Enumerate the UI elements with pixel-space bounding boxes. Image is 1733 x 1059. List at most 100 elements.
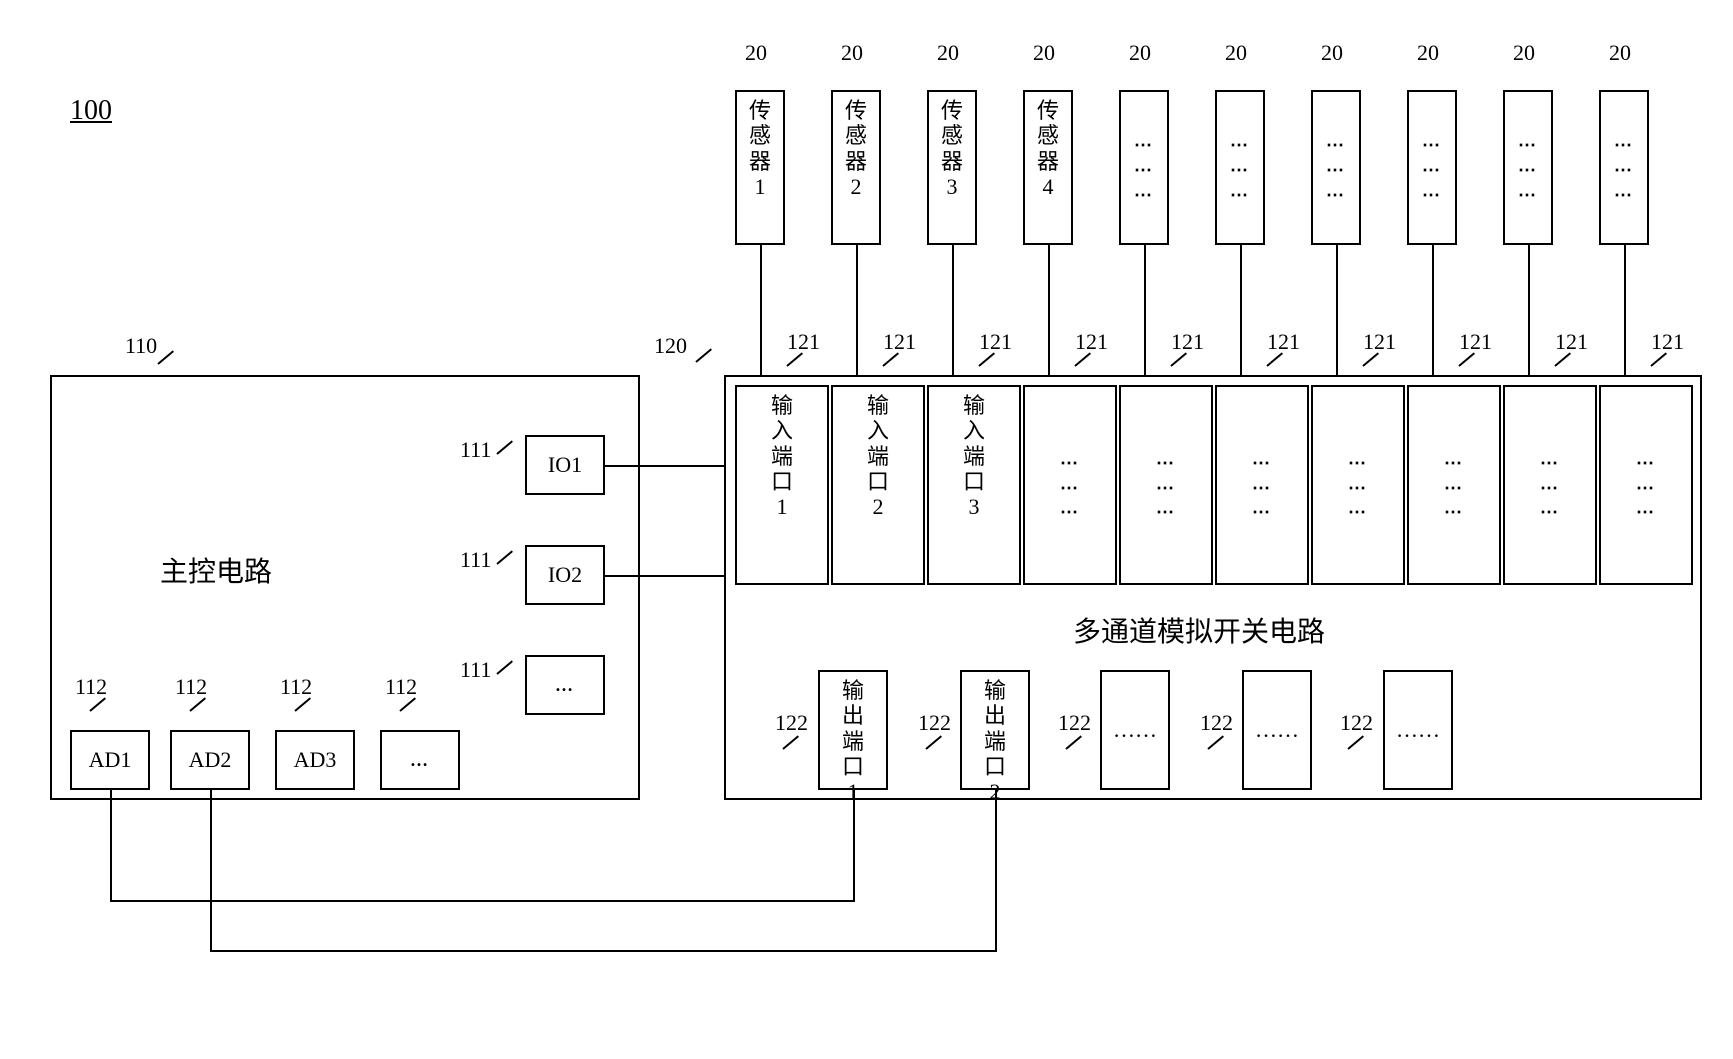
ref-tick	[1363, 355, 1383, 375]
input-port-ref: 121	[1171, 329, 1204, 355]
sensor-ref: 20	[1225, 40, 1247, 66]
wire	[210, 790, 212, 800]
input-port-4: ⋯⋯⋯	[1023, 385, 1117, 585]
switch-ref: 120	[654, 333, 687, 359]
ad-port-3: AD3	[275, 730, 355, 790]
input-port-ref: 121	[1651, 329, 1684, 355]
sensor-label: ⋯⋯⋯	[1505, 92, 1551, 243]
ad-port-1: AD1	[70, 730, 150, 790]
ad-port-label: …	[382, 732, 458, 788]
wire	[210, 950, 997, 952]
ref-tick	[497, 553, 517, 573]
sensor-1: 传感器1	[735, 90, 785, 245]
wire	[605, 575, 724, 577]
output-port-ref: 122	[1340, 710, 1373, 736]
sensor-8: ⋯⋯⋯	[1407, 90, 1457, 245]
wire	[1528, 245, 1530, 375]
ref-tick	[90, 700, 110, 720]
wire	[110, 900, 855, 902]
sensor-label: ⋯⋯⋯	[1217, 92, 1263, 243]
ref-tick	[158, 353, 178, 373]
sensor-4: 传感器4	[1023, 90, 1073, 245]
ref-tick	[497, 443, 517, 463]
input-port-ref: 121	[1363, 329, 1396, 355]
wire	[1144, 245, 1146, 375]
input-port-ref: 121	[979, 329, 1012, 355]
sensor-6: ⋯⋯⋯	[1215, 90, 1265, 245]
ref-tick	[1066, 738, 1086, 758]
ad-port-4: …	[380, 730, 460, 790]
main-controller-ref: 110	[125, 333, 157, 359]
sensor-ref: 20	[1417, 40, 1439, 66]
ad-ref: 112	[175, 674, 207, 700]
wire	[760, 245, 762, 375]
sensor-ref: 20	[1033, 40, 1055, 66]
sensor-label: ⋯⋯⋯	[1409, 92, 1455, 243]
sensor-label: ⋯⋯⋯	[1313, 92, 1359, 243]
input-port-ref: 121	[787, 329, 820, 355]
sensor-label: ⋯⋯⋯	[1121, 92, 1167, 243]
output-port-label: ……	[1102, 672, 1168, 788]
input-port-label: ⋯⋯⋯	[1025, 387, 1115, 583]
sensor-ref: 20	[745, 40, 767, 66]
ref-tick	[295, 700, 315, 720]
io-port-1: IO1	[525, 435, 605, 495]
ad-ref: 112	[75, 674, 107, 700]
input-port-5: ⋯⋯⋯	[1119, 385, 1213, 585]
wire	[1048, 245, 1050, 375]
ref-tick	[883, 355, 903, 375]
ref-tick	[1555, 355, 1575, 375]
sensor-ref: 20	[1609, 40, 1631, 66]
input-port-ref: 121	[1459, 329, 1492, 355]
ad-port-label: AD3	[277, 732, 353, 788]
sensor-5: ⋯⋯⋯	[1119, 90, 1169, 245]
io-port-label: IO1	[527, 437, 603, 493]
input-port-label: 输入端口1	[737, 387, 827, 583]
sensor-label: 传感器1	[737, 92, 783, 243]
input-port-label: ⋯⋯⋯	[1217, 387, 1307, 583]
io-port-label: IO2	[527, 547, 603, 603]
ref-tick	[497, 663, 517, 683]
sensor-ref: 20	[841, 40, 863, 66]
figure-ref: 100	[70, 95, 112, 127]
output-port-ref: 122	[918, 710, 951, 736]
input-port-1: 输入端口1	[735, 385, 829, 585]
sensor-ref: 20	[1321, 40, 1343, 66]
wire	[1624, 245, 1626, 375]
input-port-10: ⋯⋯⋯	[1599, 385, 1693, 585]
sensor-10: ⋯⋯⋯	[1599, 90, 1649, 245]
output-port-ref: 122	[1200, 710, 1233, 736]
sensor-ref: 20	[1129, 40, 1151, 66]
input-port-ref: 121	[1267, 329, 1300, 355]
sensor-7: ⋯⋯⋯	[1311, 90, 1361, 245]
ref-tick	[1208, 738, 1228, 758]
io-ref: 111	[460, 547, 491, 573]
input-port-label: ⋯⋯⋯	[1313, 387, 1403, 583]
main-controller-title: 主控电路	[160, 550, 272, 590]
io-port-2: IO2	[525, 545, 605, 605]
io-port-3: …	[525, 655, 605, 715]
ref-tick	[926, 738, 946, 758]
wire	[995, 800, 997, 950]
ref-tick	[1459, 355, 1479, 375]
ref-tick	[190, 700, 210, 720]
wire	[210, 800, 212, 950]
input-port-label: ⋯⋯⋯	[1409, 387, 1499, 583]
output-port-4: ……	[1242, 670, 1312, 790]
wire	[110, 790, 112, 800]
wire	[856, 245, 858, 375]
ad-port-2: AD2	[170, 730, 250, 790]
ref-tick	[400, 700, 420, 720]
input-port-label: 输入端口2	[833, 387, 923, 583]
wire	[1240, 245, 1242, 375]
input-port-8: ⋯⋯⋯	[1407, 385, 1501, 585]
wire	[853, 800, 855, 900]
ad-port-label: AD2	[172, 732, 248, 788]
ad-ref: 112	[280, 674, 312, 700]
wire	[605, 465, 724, 467]
sensor-label: 传感器2	[833, 92, 879, 243]
sensor-label: 传感器3	[929, 92, 975, 243]
output-port-2: 输出端口2	[960, 670, 1030, 790]
ad-ref: 112	[385, 674, 417, 700]
sensor-label: ⋯⋯⋯	[1601, 92, 1647, 243]
